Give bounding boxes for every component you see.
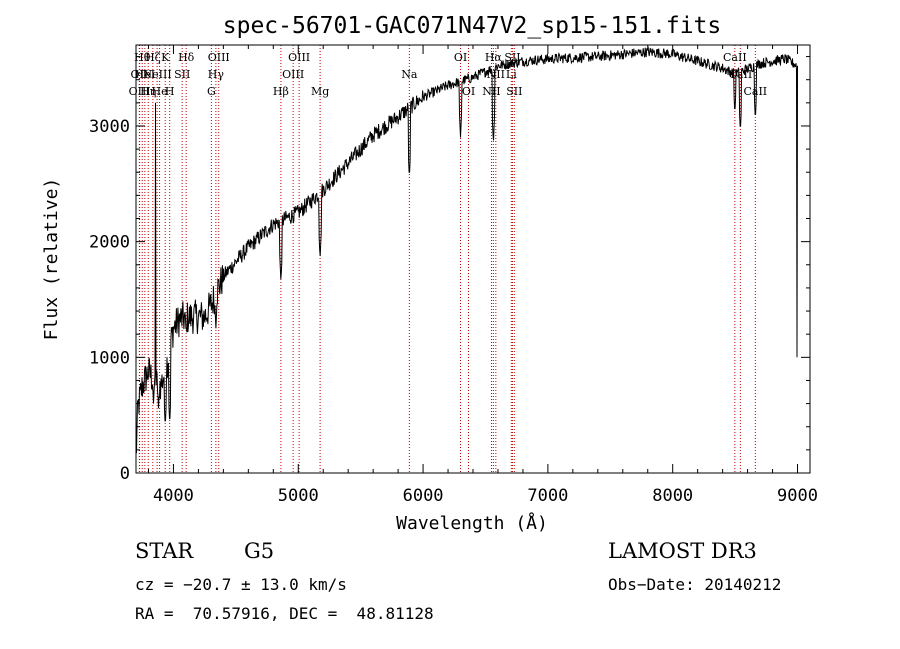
line-marker-label: OIII (282, 68, 304, 81)
line-marker-label: NeIII (143, 68, 172, 81)
line-labels: OII OIII Hθ HeI Hη Hζ NeIII He K H SII Hδ G Hγ OIII Hβ O… (129, 51, 768, 98)
line-marker-label: OII (131, 68, 149, 81)
y-tick-label: 3000 (89, 117, 130, 137)
line-marker-label: NII (482, 85, 500, 98)
y-axis-label: Flux (relative) (41, 178, 62, 341)
x-tick-label: 4000 (153, 486, 194, 506)
survey-name: LAMOST DR3 (608, 539, 757, 563)
line-marker-label: HeI (135, 68, 155, 81)
line-marker-label: OIII (288, 51, 310, 64)
y-tick-label: 2000 (89, 233, 130, 253)
redshift-cz: cz = −20.7 ± 13.0 km/s (135, 575, 347, 594)
line-marker-label: H (165, 85, 175, 98)
line-marker-label: Na (401, 68, 418, 81)
y-tick-label: 1000 (89, 348, 130, 368)
line-marker-label: CaII (743, 85, 767, 98)
x-axis-label: Wavelength (Å) (396, 512, 548, 534)
line-marker-label: CaII (723, 51, 747, 64)
observation-date: Obs−Date: 20140212 (608, 575, 782, 594)
line-marker-label: Hα (485, 51, 503, 64)
line-marker-label: Li (506, 68, 517, 81)
line-marker-label: SII (174, 68, 190, 81)
coordinates: RA = 70.57916, DEC = 48.81128 (135, 604, 434, 623)
line-marker-label: SII (506, 85, 522, 98)
axis-ticks: 4000 5000 6000 7000 8000 9000 0 1000 2000 3000 (89, 45, 818, 506)
line-marker-label: OI (462, 85, 475, 98)
line-marker-label: Mg (311, 85, 329, 98)
object-subclass: G5 (244, 539, 275, 563)
y-tick-label: 0 (120, 464, 130, 484)
line-marker-label: G (207, 85, 216, 98)
line-marker-label: Hγ (208, 68, 225, 81)
chart-title: spec-56701-GAC071N47V2_sp15-151.fits (223, 13, 722, 39)
line-marker-label: OIII (129, 85, 151, 98)
x-tick-label: 5000 (278, 486, 319, 506)
x-tick-label: 8000 (652, 486, 693, 506)
line-marker-label: OI (454, 51, 467, 64)
line-marker-label: Hδ (178, 51, 195, 64)
line-marker-label: Hβ (273, 85, 289, 98)
plot-frame (135, 44, 811, 474)
line-marker-label: Hζ (145, 51, 161, 64)
object-class: STAR (135, 539, 194, 563)
x-tick-label: 6000 (403, 486, 444, 506)
line-marker-label: OIII (208, 51, 230, 64)
line-marker-label: He (152, 85, 168, 98)
x-tick-label: 9000 (777, 486, 818, 506)
spectrum-line (135, 46, 798, 473)
line-marker-label: Hθ (134, 51, 151, 64)
x-tick-label: 7000 (527, 486, 568, 506)
line-markers (138, 45, 756, 473)
line-marker-label: NII (487, 68, 505, 81)
line-marker-label: K (161, 51, 170, 64)
line-marker-label: Hη (140, 85, 156, 98)
